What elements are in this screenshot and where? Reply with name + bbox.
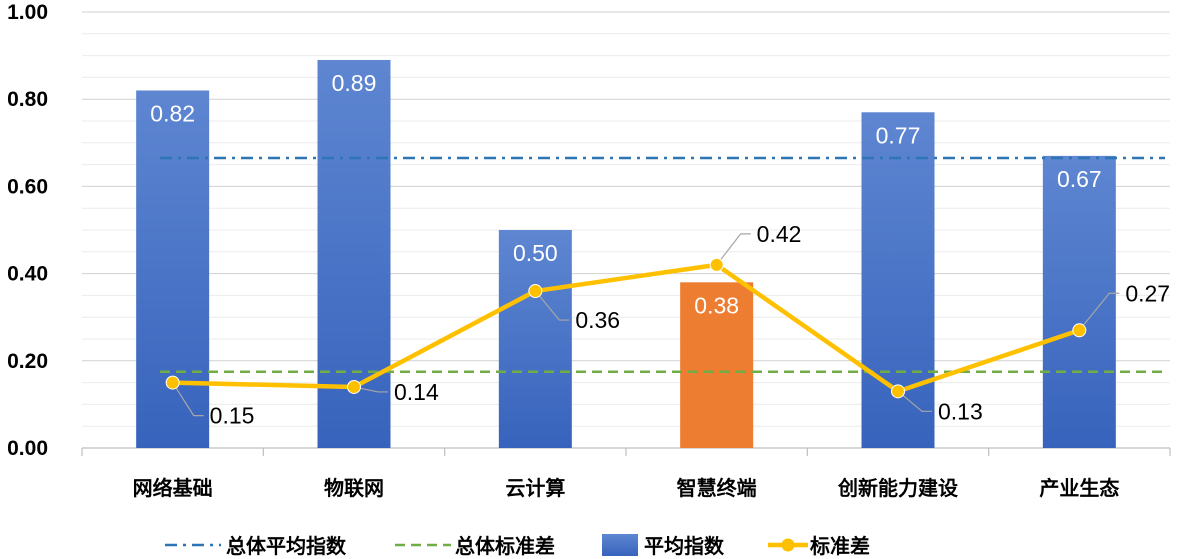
bar-data-label: 0.67 — [1057, 166, 1102, 192]
y-tick-label: 0.80 — [7, 88, 48, 111]
y-tick-label: 0.00 — [7, 437, 48, 460]
grid-lines — [82, 11, 1170, 427]
bar — [1042, 155, 1116, 448]
bar-data-label: 0.38 — [694, 292, 739, 318]
line-marker — [709, 257, 724, 272]
reference-lines — [160, 156, 1165, 373]
line-marker — [165, 375, 180, 390]
line-marker — [891, 384, 905, 399]
y-tick-label: 0.60 — [7, 175, 48, 198]
line-data-label: 0.42 — [757, 221, 802, 247]
bar — [136, 90, 210, 448]
x-tick-label: 产业生态 — [1039, 476, 1119, 500]
legend-label: 总体标准差 — [455, 534, 555, 558]
bar-data-label: 0.82 — [150, 100, 195, 126]
line-data-label: 0.36 — [575, 307, 620, 333]
callout-leader — [897, 390, 932, 412]
legend-item: 标准差 — [768, 534, 870, 558]
y-axis: 0.00 0.20 0.40 0.60 0.80 1.00 — [7, 1, 48, 460]
x-tick-label: 网络基础 — [133, 476, 213, 500]
bar — [680, 282, 754, 448]
legend-symbol-marker — [781, 538, 795, 552]
line-data-label: 0.27 — [1125, 280, 1170, 306]
callout-leader — [353, 386, 388, 393]
x-axis: 网络基础 物联网 云计算 智慧终端 创新能力建设 产业生态 — [81, 447, 1171, 500]
line-data-label: 0.13 — [938, 398, 983, 424]
bar-data-label: 0.50 — [513, 240, 558, 266]
y-tick-label: 1.00 — [7, 1, 48, 24]
line-marker — [528, 284, 543, 299]
bar — [498, 230, 572, 448]
x-tick-label: 物联网 — [324, 476, 384, 500]
legend: 总体平均指数 总体标准差 平均指数 标准差 — [165, 534, 870, 558]
line-marker — [347, 379, 361, 394]
legend-label: 平均指数 — [644, 534, 725, 558]
y-tick-label: 0.40 — [7, 263, 48, 286]
legend-label: 标准差 — [810, 534, 870, 558]
x-tick-label: 创新能力建设 — [837, 476, 958, 500]
x-tick-label: 智慧终端 — [677, 476, 757, 500]
legend-item: 平均指数 — [602, 534, 725, 558]
legend-item: 总体标准差 — [395, 534, 555, 558]
callout-leader — [1078, 292, 1120, 331]
x-tick-label: 云计算 — [505, 476, 565, 500]
line-data-label: 0.15 — [210, 403, 255, 429]
legend-item: 总体平均指数 — [165, 534, 347, 558]
callout-leader — [716, 233, 751, 266]
line-series: 0.15 0.14 0.36 0.42 0.13 0.27 — [165, 221, 1170, 429]
callout-leader — [534, 290, 570, 321]
line-data-label: 0.14 — [394, 379, 439, 405]
line-path — [172, 262, 1081, 394]
line-marker — [1072, 323, 1087, 338]
y-tick-label: 0.20 — [7, 350, 48, 373]
legend-symbol-bar — [602, 534, 638, 556]
callout-leader — [172, 382, 204, 417]
legend-label: 总体平均指数 — [226, 534, 347, 558]
bar-data-label: 0.77 — [876, 122, 921, 148]
bar-data-label: 0.89 — [332, 70, 377, 96]
bar-series: 0.82 0.89 0.50 0.38 0.77 0.67 — [136, 59, 1116, 449]
